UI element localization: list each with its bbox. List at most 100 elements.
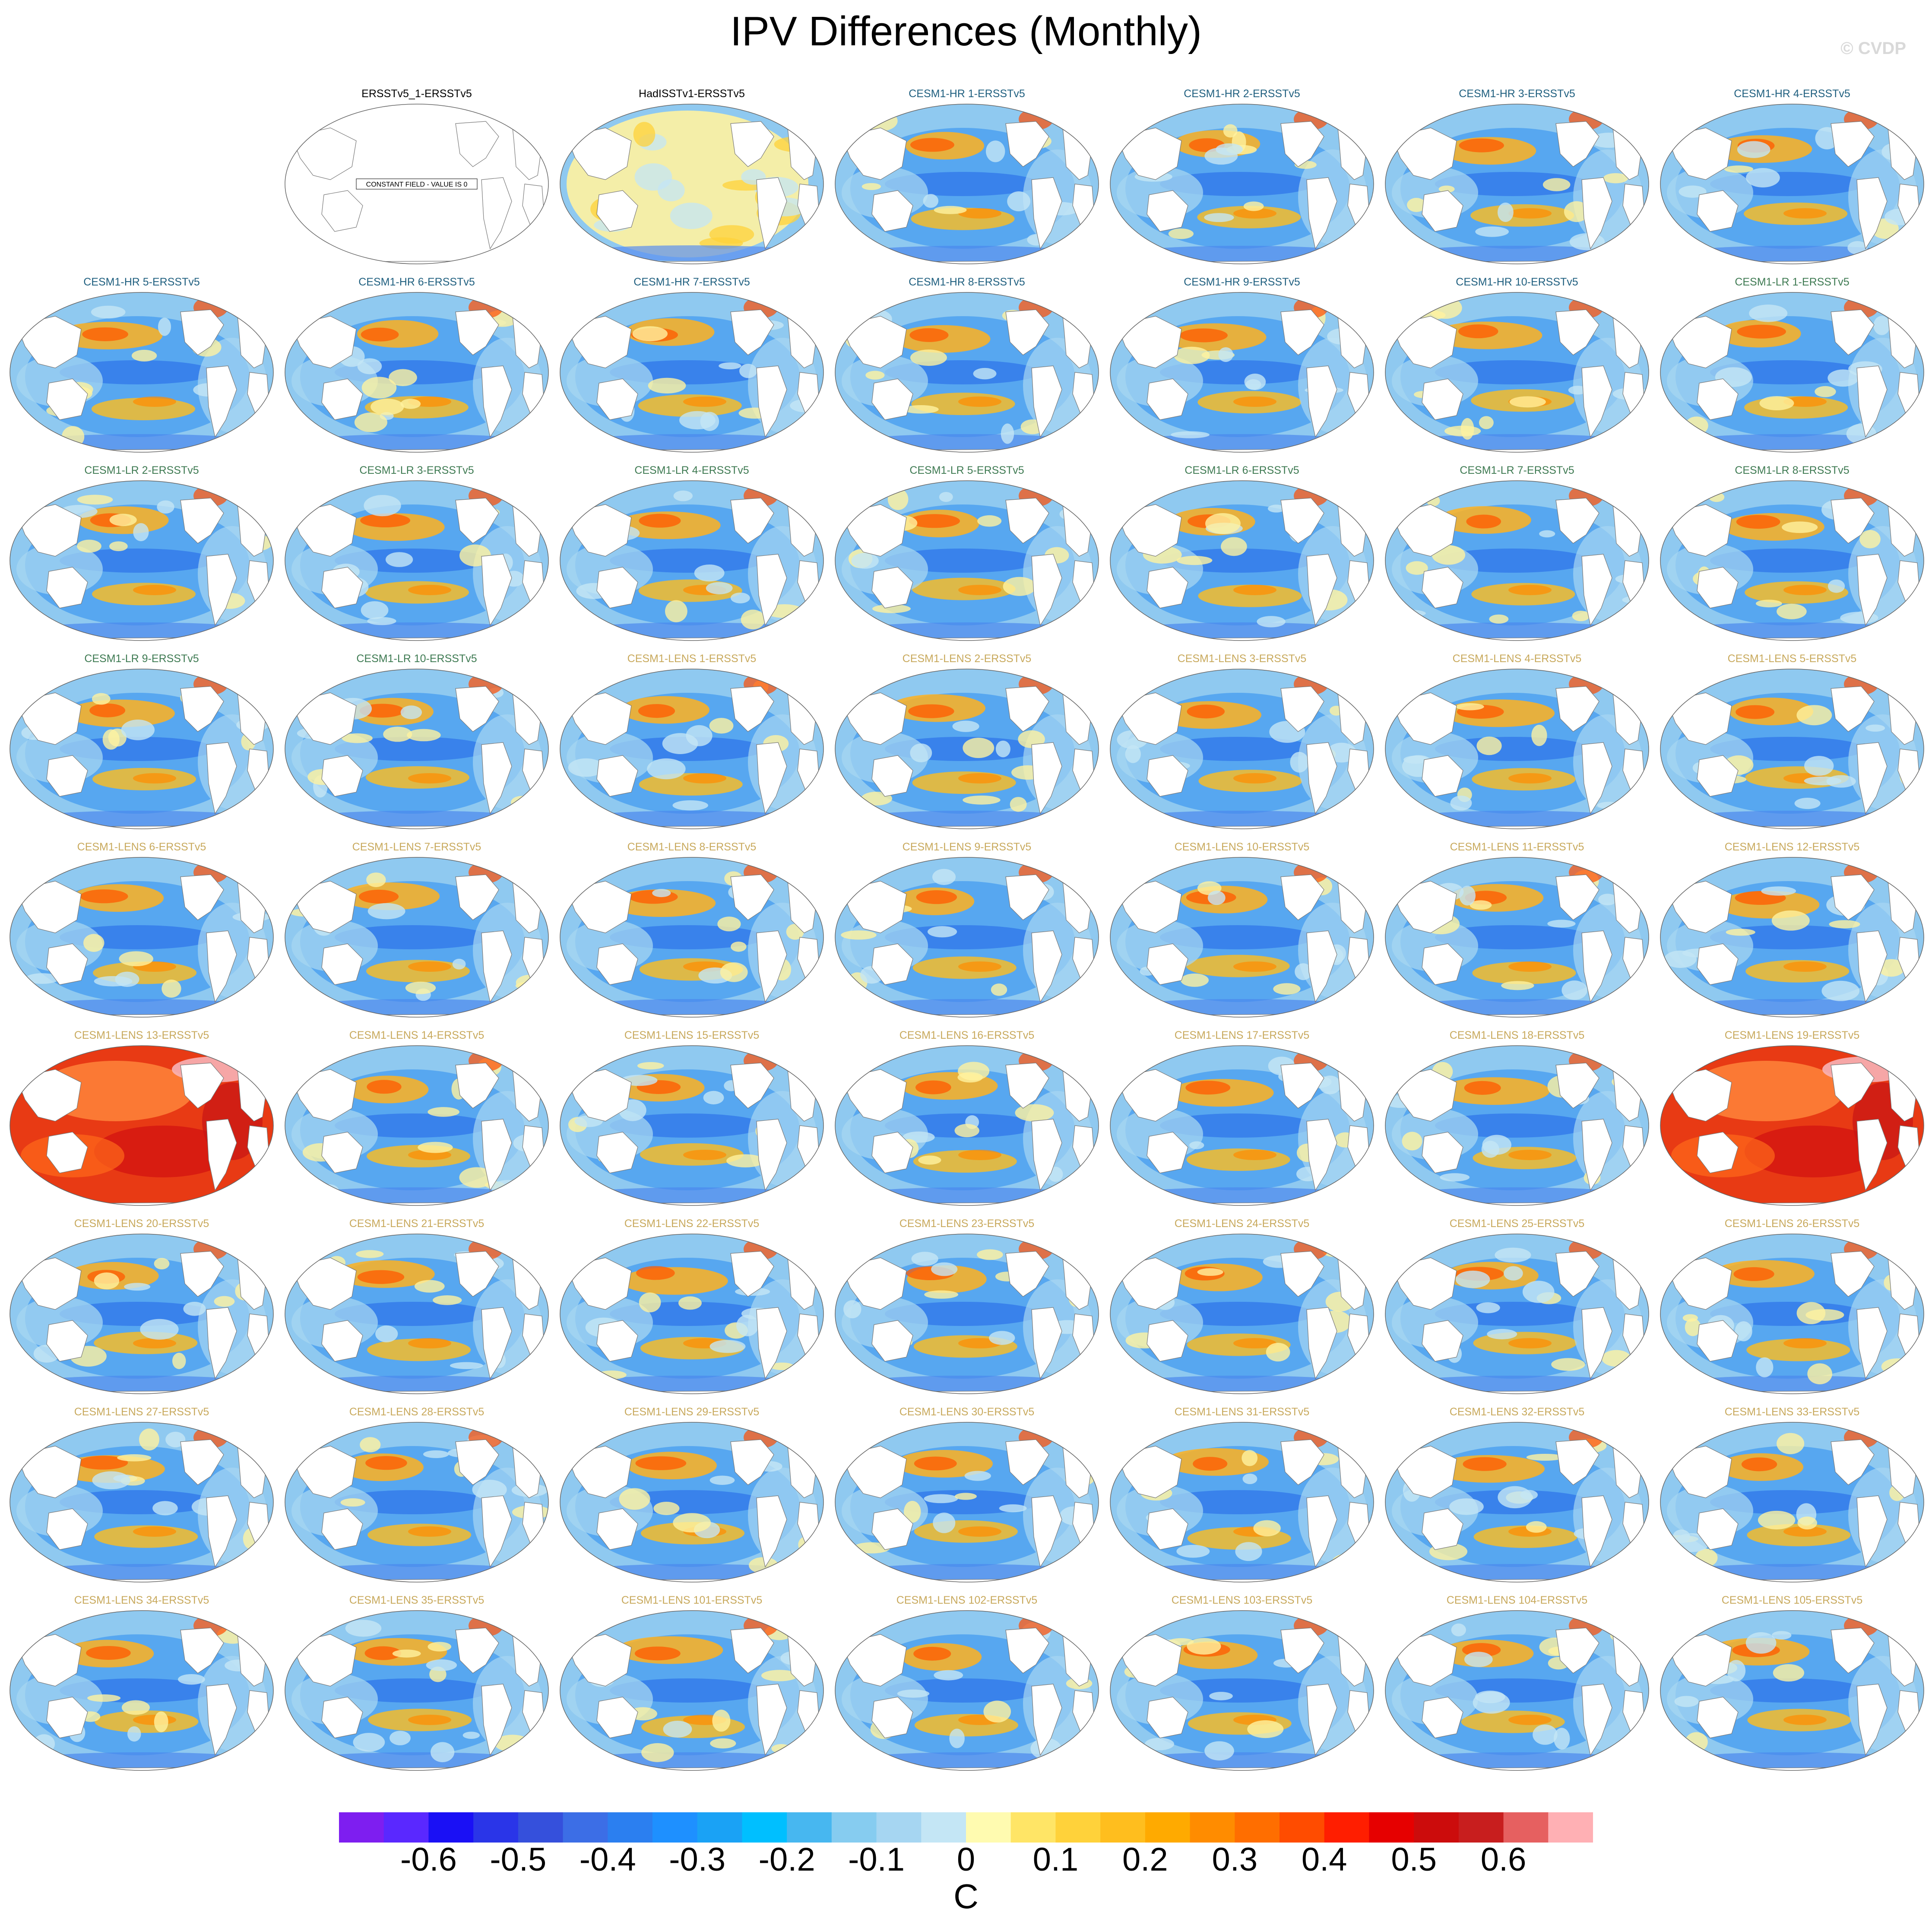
anomaly-blob: [1726, 929, 1755, 936]
anomaly-blob: [683, 773, 726, 783]
empty-panel-slot: [8, 86, 276, 268]
land-mass: [481, 365, 512, 438]
anomaly-blob: [1205, 513, 1241, 534]
land-mass: [1391, 692, 1457, 745]
map-panel: CESM1-LENS 18-ERSSTv5: [1383, 1028, 1651, 1209]
anomaly-blob: [999, 1504, 1027, 1513]
land-mass: [1280, 874, 1324, 920]
anomaly-blob: [924, 1494, 958, 1503]
map-panel: CESM1-LENS 8-ERSSTv5: [558, 840, 826, 1021]
anomaly-blob: [913, 1646, 951, 1661]
colorbar-swatch: [1324, 1812, 1369, 1843]
anomaly-blob: [1526, 1453, 1564, 1461]
robinson-map: [1110, 480, 1374, 641]
land-mass: [1005, 1439, 1049, 1485]
land-mass: [1031, 1495, 1062, 1568]
land-mass: [1555, 498, 1599, 544]
anomaly-blob: [400, 399, 421, 409]
anomaly-blob: [1204, 213, 1234, 222]
anomaly-blob: [1125, 745, 1141, 763]
anomaly-blob: [1741, 1457, 1777, 1472]
land-mass: [1666, 1446, 1732, 1498]
anomaly-blob: [140, 1319, 179, 1340]
land-mass: [1555, 121, 1599, 167]
robinson-map: [10, 1234, 274, 1394]
land-mass: [1666, 692, 1732, 745]
land-mass: [1306, 930, 1337, 1003]
panel-label: CESM1-LR 5-ERSSTv5: [909, 464, 1024, 476]
colorbar-swatch: [921, 1812, 966, 1843]
robinson-map: [1385, 1234, 1649, 1394]
anomaly-blob: [1174, 346, 1210, 365]
anomaly-blob: [915, 1080, 951, 1094]
anomaly-blob: [390, 1731, 411, 1745]
land-mass: [1176, 1390, 1308, 1394]
land-mass: [1856, 177, 1888, 250]
land-mass: [16, 316, 82, 368]
map-panel: CESM1-LENS 1-ERSSTv5: [558, 651, 826, 833]
robinson-map: [835, 1610, 1099, 1771]
globe-outline: [560, 857, 824, 1018]
land-mass: [1116, 127, 1182, 180]
anomaly-blob: [653, 1501, 680, 1515]
anomaly-blob: [843, 116, 861, 127]
anomaly-blob: [367, 1080, 402, 1094]
land-mass: [1280, 1627, 1324, 1674]
globe-outline: [1110, 857, 1374, 1018]
anomaly-blob: [865, 371, 885, 380]
anomaly-blob: [86, 1646, 131, 1660]
land-mass: [871, 943, 913, 985]
land-mass: [76, 1014, 207, 1017]
anomaly-blob: [1745, 1126, 1883, 1177]
anomaly-blob: [154, 1258, 170, 1269]
anomaly-blob: [364, 495, 401, 517]
anomaly-blob: [1685, 1318, 1701, 1336]
globe-outline: [285, 480, 549, 641]
map-panel: CESM1-LENS 31-ERSSTv5: [1108, 1405, 1376, 1586]
panel-label: CESM1-LENS 14-ERSSTv5: [349, 1029, 485, 1041]
land-mass: [1005, 1627, 1049, 1674]
land-mass: [1116, 1069, 1182, 1122]
colorbar-swatch: [1190, 1812, 1235, 1843]
land-mass: [16, 1446, 82, 1498]
colorbar-swatch: [1235, 1812, 1280, 1843]
anomaly-blob: [771, 1744, 792, 1754]
anomaly-blob: [340, 1498, 365, 1507]
land-mass: [730, 309, 774, 355]
land-mass: [321, 943, 363, 985]
land-mass: [321, 1508, 363, 1550]
colorbar-swatch: [742, 1812, 787, 1843]
colorbar-swatch: [697, 1812, 742, 1843]
map-panel: CESM1-LR 3-ERSSTv5: [283, 463, 551, 644]
anomaly-blob: [958, 396, 1001, 407]
anomaly-blob: [1783, 961, 1827, 972]
anomaly-blob: [342, 733, 373, 743]
panel-label: CESM1-LENS 25-ERSSTv5: [1449, 1218, 1585, 1230]
globe-outline: [560, 1234, 824, 1394]
anomaly-blob: [428, 1107, 459, 1117]
anomaly-blob: [730, 592, 750, 603]
anomaly-blob: [1736, 515, 1780, 529]
panel-label: CESM1-LENS 6-ERSSTv5: [77, 841, 206, 853]
anomaly-blob: [365, 1456, 407, 1470]
anomaly-blob: [973, 368, 997, 380]
land-mass: [1391, 881, 1457, 933]
land-mass: [901, 1014, 1033, 1017]
robinson-map: [10, 669, 274, 829]
land-mass: [1005, 309, 1049, 355]
land-mass: [1581, 177, 1612, 250]
land-mass: [180, 1062, 224, 1109]
anomaly-blob: [1168, 1638, 1194, 1646]
map-panel: CESM1-LENS 35-ERSSTv5: [283, 1593, 551, 1774]
robinson-map: [560, 1422, 824, 1583]
robinson-map: [560, 857, 824, 1018]
anomaly-blob: [357, 1270, 405, 1284]
map-panel: CESM1-LENS 30-ERSSTv5: [833, 1405, 1101, 1586]
land-mass: [756, 930, 787, 1003]
anomaly-blob: [1804, 776, 1842, 786]
robinson-map: [1660, 1234, 1924, 1394]
anomaly-blob: [1597, 802, 1622, 809]
land-mass: [1031, 1684, 1062, 1756]
anomaly-blob: [1223, 124, 1238, 138]
panel-label: CESM1-LR 2-ERSSTv5: [84, 464, 199, 476]
